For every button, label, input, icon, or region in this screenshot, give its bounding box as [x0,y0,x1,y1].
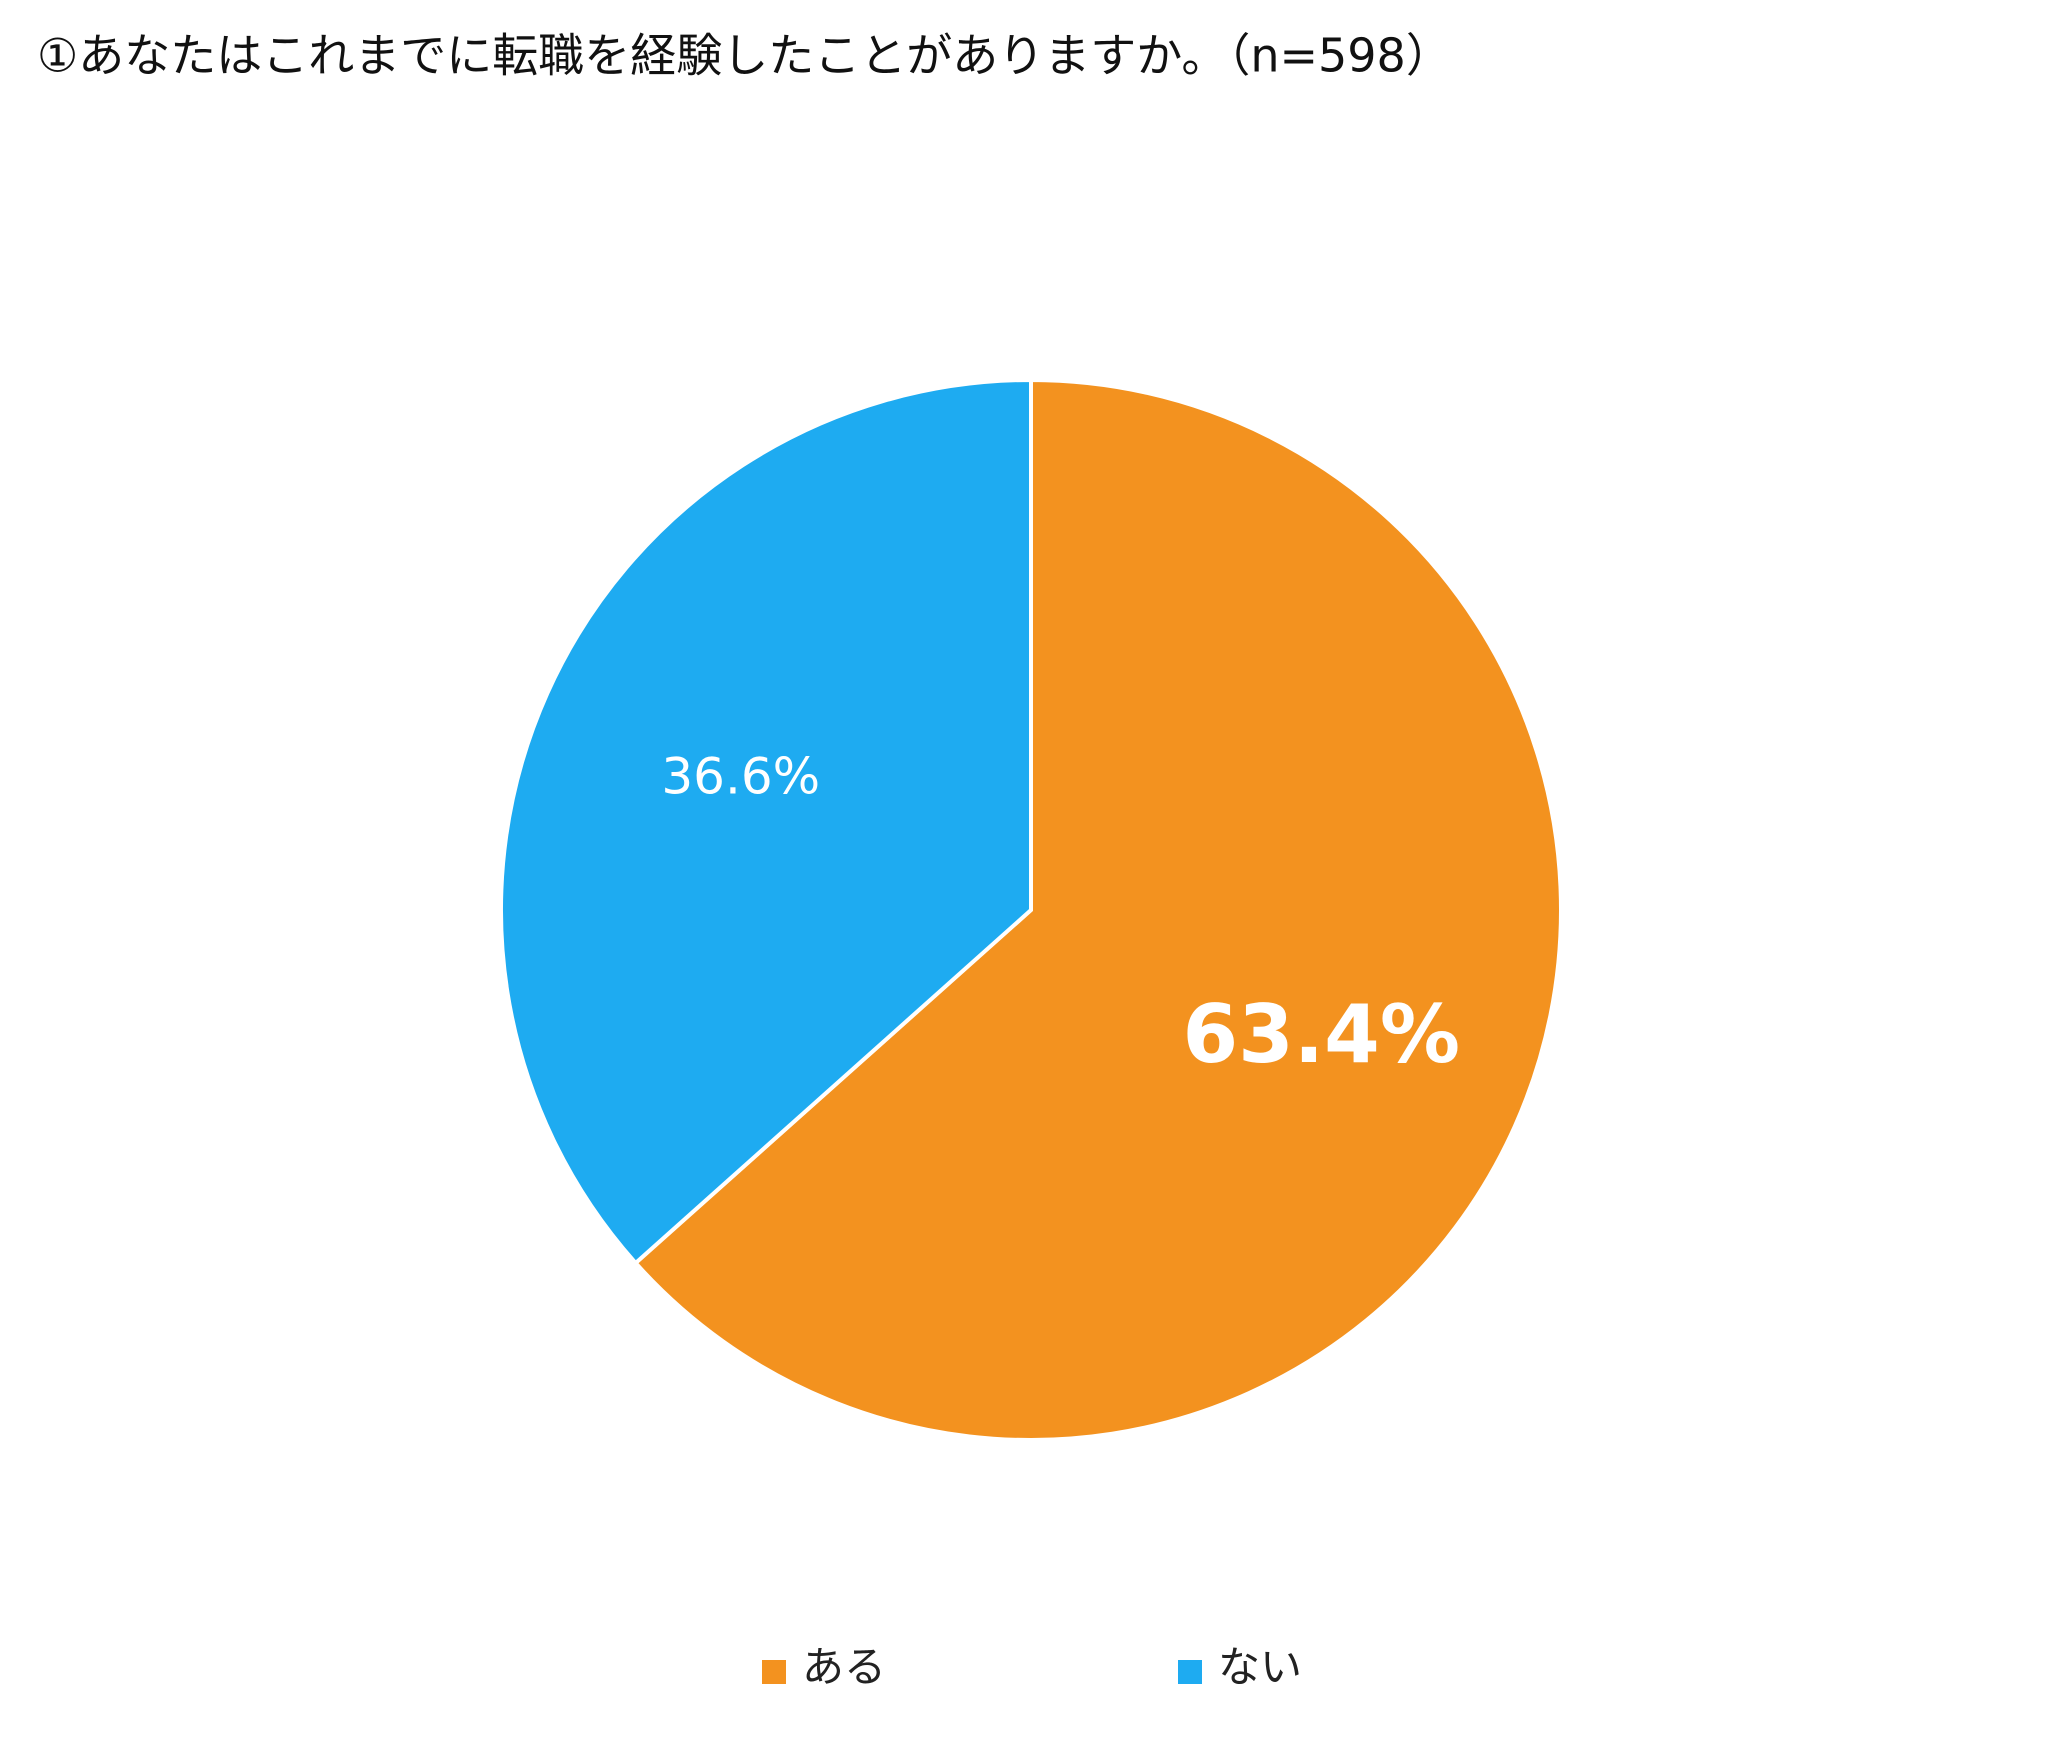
legend-label: ある [802,1643,886,1692]
data-label: 36.6% [661,748,820,806]
legend-marker [1178,1660,1202,1684]
pie-slice [632,377,1563,1442]
data-label: 63.4% [1182,988,1460,1081]
chart-title: ①あなたはこれまでに転職を経験したことがありますか。（n=598） [37,29,1452,83]
legend-label: ない [1218,1643,1302,1692]
legend-marker [762,1660,786,1684]
pie-slice [499,377,1033,1266]
